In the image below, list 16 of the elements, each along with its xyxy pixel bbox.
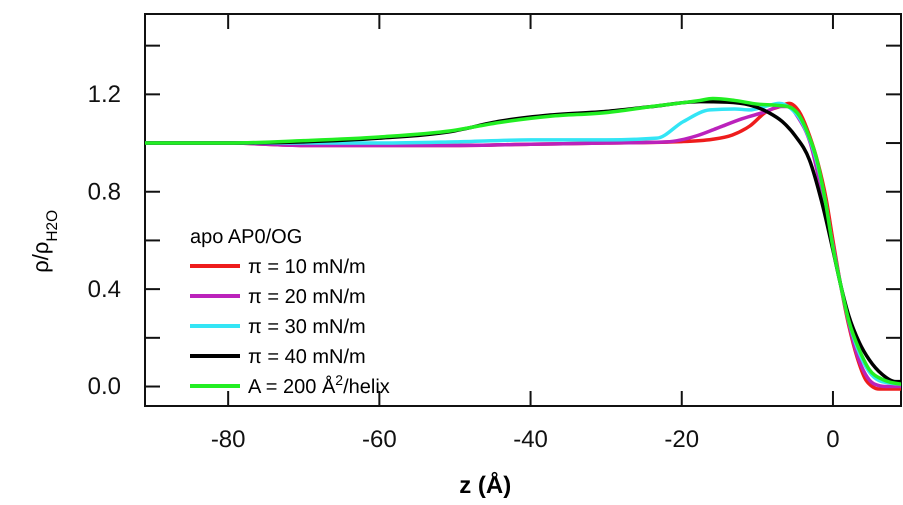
x-tick-label: -60 — [362, 426, 397, 454]
legend-label: A = 200 Å$^{2}$/helix — [248, 372, 390, 398]
x-tick-label: -40 — [513, 426, 548, 454]
legend-label: π = 20 mN/m — [248, 286, 366, 308]
y-tick-label: 0.0 — [88, 373, 121, 400]
y-tick-label: 0.4 — [88, 276, 121, 303]
legend-label: π = 30 mN/m — [248, 316, 366, 338]
x-tick-label: -80 — [210, 426, 246, 454]
y-tick-label: 1.2 — [88, 81, 121, 108]
x-tick-label: 0 — [826, 426, 840, 454]
legend-title: apo AP0/OG — [190, 226, 302, 248]
x-axis-title: z (Å) — [459, 471, 512, 499]
y-tick-label: 0.8 — [88, 178, 121, 206]
legend-label: π = 40 mN/m — [248, 346, 366, 368]
legend-label: π = 10 mN/m — [248, 256, 366, 278]
x-tick-label: -20 — [664, 426, 700, 454]
